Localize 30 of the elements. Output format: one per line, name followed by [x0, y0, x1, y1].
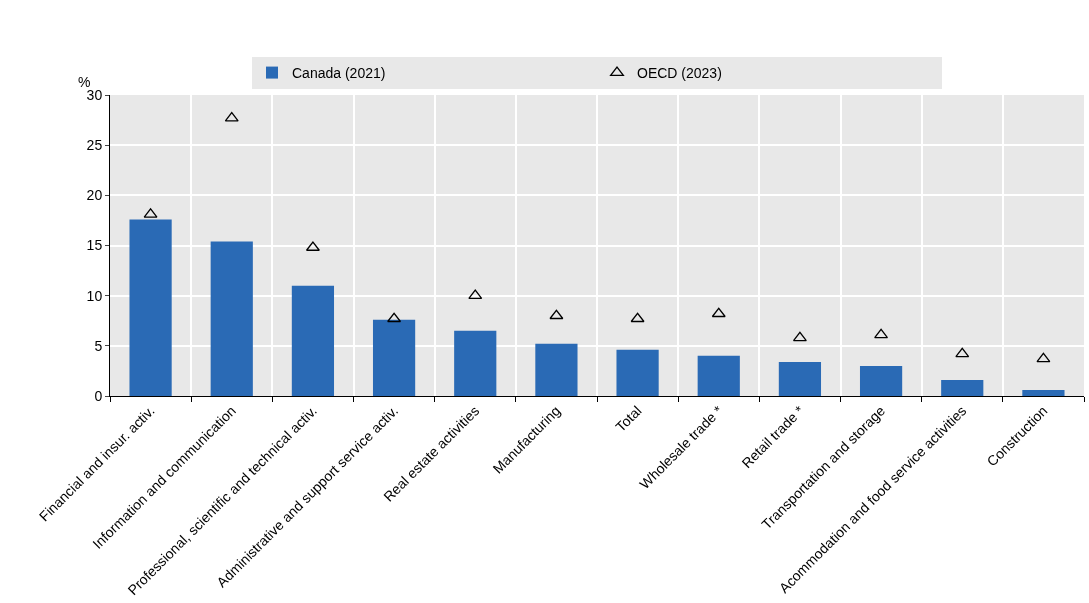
bar: [697, 355, 740, 396]
y-tick-label: 10: [86, 287, 103, 304]
point: [387, 312, 402, 323]
bar: [616, 349, 659, 396]
point: [224, 111, 239, 122]
bar: [1022, 389, 1065, 396]
y-tick-label: 0: [94, 387, 103, 404]
legend-label: OECD (2023): [637, 65, 722, 82]
bar: [291, 285, 335, 396]
y-tick-label: 25: [86, 137, 103, 154]
legend-label: Canada (2021): [292, 65, 386, 82]
bar: [535, 343, 578, 396]
y-tick-label: 20: [86, 187, 103, 204]
bar: [210, 241, 253, 396]
bar: [372, 319, 416, 396]
bar: [778, 361, 822, 396]
point: [874, 328, 889, 339]
bar: [941, 379, 984, 396]
bar: [129, 219, 172, 396]
y-tick-label: 5: [94, 337, 103, 354]
bar: [859, 365, 903, 396]
y-tick-label: 15: [86, 237, 103, 254]
point: [711, 307, 726, 318]
point: [630, 312, 645, 323]
point: [549, 309, 564, 320]
point: [792, 331, 807, 342]
bar: [454, 330, 497, 396]
point: [1036, 352, 1051, 363]
point: [468, 289, 483, 300]
point: [955, 347, 970, 358]
